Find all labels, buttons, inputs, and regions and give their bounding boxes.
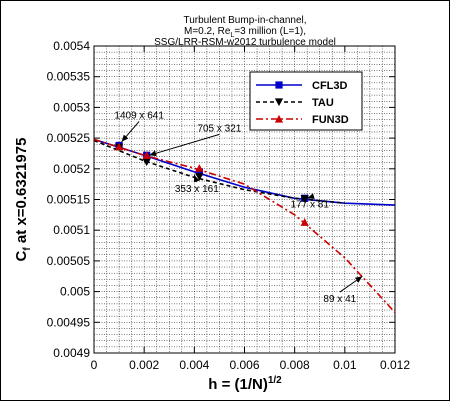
x-tick-label: 0.004	[179, 358, 209, 372]
y-axis-title: Cf at x=0.6321975	[13, 138, 33, 262]
annotation-arrow	[307, 193, 315, 200]
x-tick-label: 0.006	[229, 358, 259, 372]
series-fun3d	[93, 138, 396, 314]
legend-label: CFL3D	[312, 80, 348, 92]
axes: 0 0.002 0.004 0.006 0.008 0.01 0.012 0.0049 0.00…	[13, 39, 410, 393]
annotation-label: 177 x 81	[291, 199, 330, 210]
y-tick-label: 0.00505	[47, 254, 91, 268]
x-tick-label: 0.012	[380, 358, 410, 372]
y-tick-label: 0.0053	[53, 100, 90, 114]
annotation-label: 1409 x 641	[114, 110, 164, 121]
x-tick-label: 0.008	[280, 358, 310, 372]
y-tick-label: 0.0051	[53, 223, 90, 237]
data-point	[195, 168, 203, 176]
x-tick-label: 0.002	[129, 358, 159, 372]
legend-marker	[275, 81, 283, 89]
y-tick-label: 0.00525	[47, 131, 91, 145]
legend: CFL3D TAU FUN3D	[249, 71, 363, 131]
y-tick-label: 0.00515	[47, 193, 91, 207]
data-point	[142, 158, 151, 167]
chart-title-line-3: SSG/LRR-RSM-w2012 turbulence model	[154, 37, 336, 48]
annotations: 1409 x 641 705 x 321 353 x 161 177 x 81 89 x…	[114, 110, 363, 305]
legend-marker	[274, 98, 284, 107]
series-group	[93, 138, 396, 314]
annotation-arrow	[193, 174, 200, 183]
legend-label: FUN3D	[312, 114, 349, 126]
chart-title-line-2: M=0.2, ReL=3 million (L=1),	[184, 26, 306, 39]
legend-label: TAU	[312, 97, 334, 109]
annotation-label: 705 x 321	[197, 123, 241, 134]
series-line	[93, 138, 396, 314]
annotation-arrow	[339, 275, 363, 293]
annotation-label: 89 x 41	[323, 294, 356, 305]
y-tick-label: 0.00535	[47, 70, 91, 84]
annotation-arrow	[149, 133, 220, 157]
annotation-arrow	[121, 121, 140, 143]
data-point	[142, 151, 151, 159]
y-tick-label: 0.0049	[53, 346, 90, 360]
legend-box	[249, 71, 363, 131]
data-point	[114, 142, 124, 151]
x-tick-label: 0	[91, 358, 98, 372]
y-tick-label: 0.0052	[53, 162, 90, 176]
y-tick-label: 0.005	[60, 285, 90, 299]
legend-marker	[274, 114, 284, 123]
titles: Turbulent Bump-in-channel,M=0.2, ReL=3 m…	[154, 15, 336, 48]
y-tick-label: 0.00495	[47, 315, 91, 329]
x-tick-label: 0.01	[333, 358, 357, 372]
data-point	[300, 218, 309, 226]
y-tick-label: 0.0054	[53, 39, 90, 53]
data-point	[300, 195, 309, 203]
data-point	[195, 164, 204, 172]
x-axis-title: h = (1/N)1/2	[208, 375, 282, 393]
chart-title-line-1: Turbulent Bump-in-channel,	[183, 15, 306, 26]
annotation-label: 353 x 161	[175, 184, 219, 195]
